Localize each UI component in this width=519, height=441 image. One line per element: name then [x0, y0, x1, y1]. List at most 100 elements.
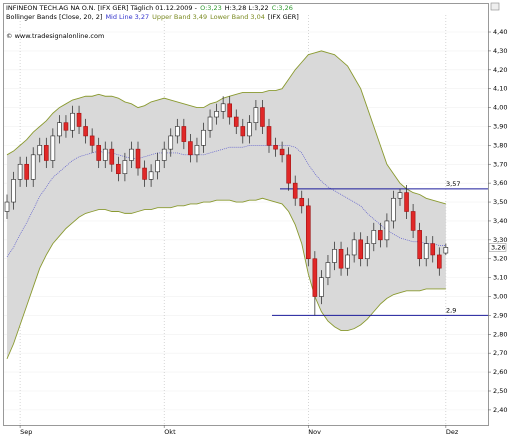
y-tick-label: 3,30 — [493, 236, 507, 244]
candle-body — [410, 211, 416, 231]
candle-body — [201, 129, 206, 146]
candle-body — [378, 230, 383, 241]
candle-body — [364, 243, 370, 260]
candle-body — [325, 262, 331, 278]
x-tick-label: Okt — [164, 428, 176, 436]
header-part: Bollinger Bands [Close, 20, 2] — [6, 13, 102, 21]
lower-band — [6, 197, 446, 360]
x-tick-label: Sep — [20, 428, 32, 436]
candle-body — [351, 239, 357, 256]
candle-body — [436, 254, 442, 269]
horizontal-line-label: 3,57 — [446, 180, 460, 188]
candle-body — [371, 230, 377, 244]
y-tick-label: 4,00 — [493, 104, 507, 112]
horizontal-line-label: 2,9 — [446, 306, 456, 314]
candle-body — [391, 197, 396, 222]
y-tick-label: 3,00 — [493, 293, 507, 301]
candle-body — [279, 148, 285, 156]
last-price-box — [488, 243, 507, 252]
candle-body — [214, 111, 219, 118]
y-tick-label: 2,50 — [493, 387, 507, 395]
candle-body — [135, 148, 141, 169]
candle-body — [122, 160, 128, 175]
candle-body — [266, 126, 272, 146]
y-tick-label: 4,30 — [493, 47, 507, 55]
header-part: O:3,23 — [200, 4, 222, 12]
header-part: H:3,28 L:3,22 — [225, 4, 269, 12]
y-tick-label: 2,70 — [493, 349, 507, 357]
corner-icon[interactable] — [490, 2, 500, 11]
y-tick-label: 3,80 — [493, 141, 507, 149]
candle-body — [233, 116, 239, 127]
candle-body — [319, 277, 324, 297]
candle-body — [227, 103, 232, 118]
header-part: INFINEON TECH.AG NA O.N. [IFX GER] Tägli… — [6, 4, 198, 12]
upper-band — [6, 50, 446, 205]
candle-body — [63, 122, 69, 131]
y-tick-label: 2,80 — [493, 330, 507, 338]
candle-body — [299, 197, 305, 207]
candle-body — [155, 160, 160, 173]
candle-body — [207, 116, 213, 131]
candle-body — [50, 135, 56, 161]
candle-body — [332, 248, 337, 263]
candle-body — [423, 243, 429, 260]
header-part: C:3,26 — [272, 4, 293, 12]
y-tick-label: 3,90 — [493, 122, 507, 130]
y-tick-label: 3,70 — [493, 160, 507, 168]
x-tick-label: Nov — [308, 428, 321, 436]
candle-body — [24, 163, 29, 180]
y-tick-label: 4,40 — [493, 28, 507, 36]
y-tick-label: 3,50 — [493, 198, 507, 206]
candle-body — [240, 126, 246, 137]
candle-body — [129, 148, 134, 161]
candle-body — [17, 163, 23, 180]
candle-body — [417, 230, 422, 260]
candle-body — [109, 148, 115, 165]
candle-body — [220, 103, 226, 112]
header-line: Bollinger Bands [Close, 20, 2] Mid Line 3… — [6, 13, 299, 21]
candle-body — [273, 145, 278, 150]
y-tick-label: 3,60 — [493, 179, 507, 187]
y-tick-label: 2,60 — [493, 368, 507, 376]
candle-body — [194, 145, 200, 156]
y-tick-label: 3,10 — [493, 274, 507, 282]
candle-body — [11, 179, 16, 203]
y-tick-label: 4,10 — [493, 85, 507, 93]
candle-body — [312, 258, 318, 297]
candle-body — [397, 192, 403, 199]
candle-body — [102, 148, 108, 161]
candle-body — [345, 254, 350, 269]
band-fill — [7, 50, 446, 359]
candle-body — [83, 126, 88, 137]
candle-body — [286, 154, 291, 184]
mid-line — [6, 145, 446, 258]
candle-body — [43, 145, 49, 161]
candle-body — [37, 145, 43, 156]
candle-body — [116, 163, 121, 175]
y-tick-label: 3,20 — [493, 255, 507, 263]
candle-body — [260, 107, 265, 127]
y-tick-label: 3,40 — [493, 217, 507, 225]
candle-body — [142, 167, 147, 180]
header-part: Mid Line 3,27 — [105, 13, 149, 21]
candle-body — [338, 248, 344, 269]
candle-body — [384, 220, 390, 241]
header-line: INFINEON TECH.AG NA O.N. [IFX GER] Tägli… — [6, 4, 293, 12]
header-part: Upper Band 3,49 — [152, 13, 207, 21]
candle-body — [148, 171, 154, 180]
candle-body — [443, 247, 449, 254]
header-part: [IFX GER] — [268, 13, 299, 21]
candle-body — [253, 107, 259, 123]
candle-body — [404, 192, 409, 212]
candle-body — [188, 141, 193, 156]
y-tick-label: 2,40 — [493, 406, 507, 414]
x-tick-label: Dez — [446, 428, 459, 436]
header-part: Lower Band 3,04 — [210, 13, 265, 21]
candle-body — [4, 201, 10, 212]
candle-body — [181, 126, 187, 142]
candle-body — [76, 112, 82, 127]
candle-body — [57, 122, 62, 137]
candle-body — [70, 112, 75, 131]
